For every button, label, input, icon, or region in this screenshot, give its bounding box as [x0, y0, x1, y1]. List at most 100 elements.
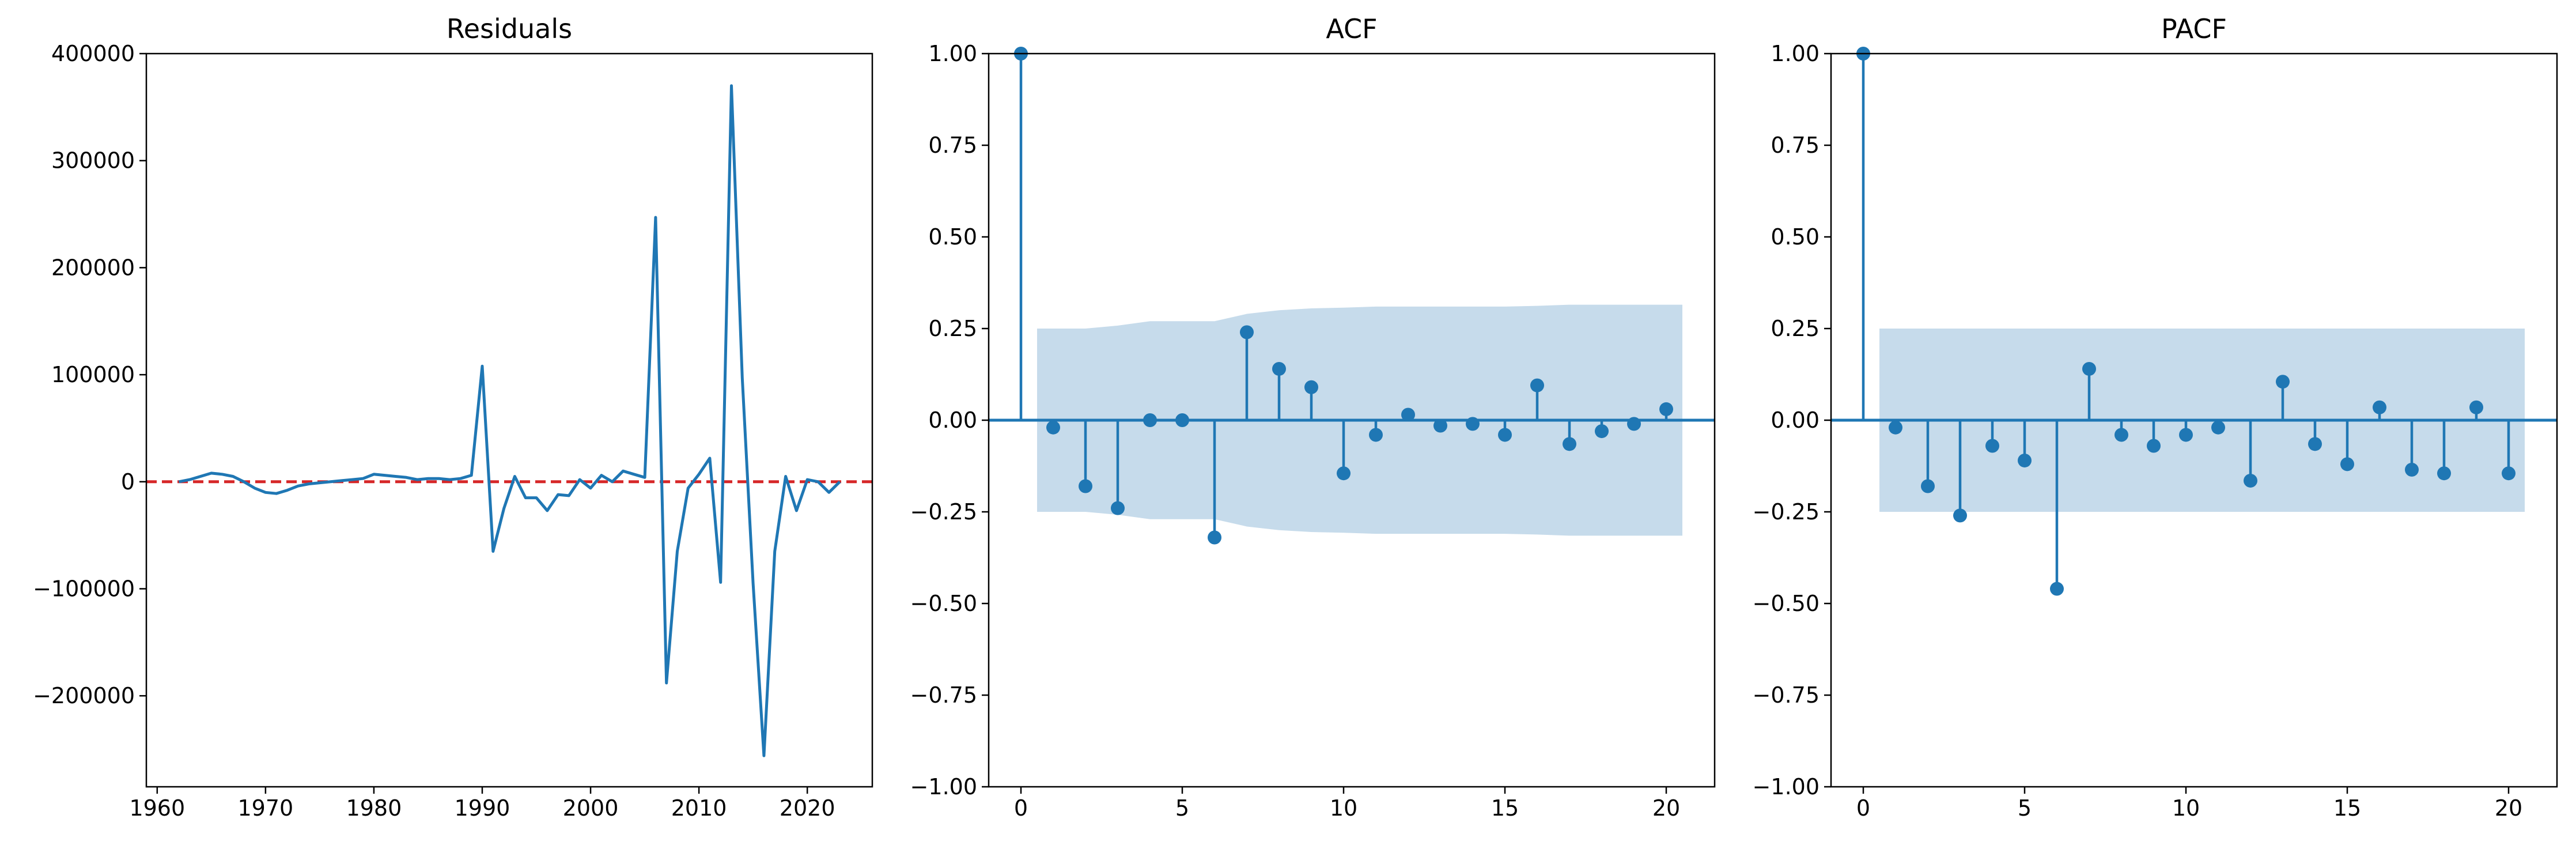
- acf-x-tick-label: 10: [1330, 795, 1357, 821]
- acf-stem-marker: [1272, 361, 1286, 376]
- pacf-stem-marker: [1889, 420, 1902, 435]
- residuals-y-tick-label: −200000: [33, 683, 135, 708]
- pacf-stem-marker: [2147, 439, 2161, 453]
- acf-stem-marker: [1175, 413, 1189, 427]
- acf-x-ticks: 0 5 10 15 20: [1014, 787, 1680, 821]
- pacf-stem-marker: [2469, 400, 2483, 414]
- acf-stem-marker: [1595, 424, 1609, 439]
- acf-y-tick-label: 0.50: [928, 224, 977, 250]
- residuals-y-tick-label: 300000: [51, 148, 135, 173]
- pacf-x-tick-label: 20: [2495, 795, 2522, 821]
- acf-stem-marker: [1659, 402, 1673, 416]
- acf-title: ACF: [1326, 13, 1377, 44]
- residuals-x-tick-label: 2010: [671, 795, 727, 821]
- pacf-stem-marker: [2405, 462, 2419, 477]
- acf-x-tick-label: 5: [1175, 795, 1189, 821]
- acf-stem-marker: [1143, 413, 1157, 427]
- pacf-x-tick-label: 5: [2018, 795, 2032, 821]
- pacf-stem-marker: [2308, 437, 2322, 451]
- residuals-x-tick-label: 2000: [563, 795, 619, 821]
- residuals-y-ticks: −200000 −100000 0 100000 200000 300000 400000: [33, 41, 146, 708]
- pacf-stem-marker: [2211, 420, 2225, 435]
- pacf-stem-marker: [2050, 582, 2064, 596]
- acf-stem-marker: [1466, 417, 1480, 431]
- acf-stem-marker: [1079, 479, 1092, 493]
- residuals-plot-area: [146, 54, 872, 787]
- pacf-y-tick-label: 1.00: [1771, 41, 1820, 66]
- residuals-x-tick-label: 1970: [238, 795, 294, 821]
- acf-panel: 0 5 10 15 20 −1.00 −0.75 −0.50 −0.25 0.00 0.25 0.5…: [910, 13, 1716, 821]
- residuals-x-ticks: 1960 1970 1980 1990 2000 2010 2020: [129, 787, 835, 821]
- acf-stem-marker: [1208, 530, 1221, 545]
- acf-x-tick-label: 20: [1652, 795, 1680, 821]
- acf-y-tick-label: 0.75: [928, 133, 977, 158]
- pacf-stem-marker: [2018, 453, 2032, 467]
- pacf-stem-marker: [1953, 508, 1967, 523]
- acf-marks-layer: [989, 47, 1715, 545]
- pacf-y-tick-label: −0.75: [1753, 682, 1820, 708]
- pacf-stem-marker: [2082, 361, 2096, 376]
- residuals-y-tick-label: 0: [121, 469, 135, 495]
- residuals-marks-layer: [146, 84, 872, 757]
- acf-y-ticks: −1.00 −0.75 −0.50 −0.25 0.00 0.25 0.50 0.75 1.00: [910, 41, 989, 799]
- residuals-y-tick-label: 400000: [51, 41, 135, 66]
- acf-stem-marker: [1304, 380, 1318, 394]
- residuals-x-tick-label: 1980: [346, 795, 402, 821]
- acf-stem-marker: [1563, 437, 1576, 451]
- pacf-marks-layer: [1831, 47, 2557, 596]
- acf-stem-marker: [1530, 378, 1544, 393]
- pacf-stem-marker: [2179, 428, 2193, 442]
- pacf-stem-marker: [2502, 466, 2516, 481]
- residuals-series-line: [178, 84, 841, 757]
- pacf-title: PACF: [2161, 13, 2227, 44]
- acf-x-tick-label: 0: [1014, 795, 1028, 821]
- residuals-x-tick-label: 1990: [455, 795, 510, 821]
- pacf-stem-marker: [2437, 466, 2451, 481]
- acf-stem-marker: [1627, 417, 1641, 431]
- acf-y-tick-label: −0.75: [910, 682, 977, 708]
- pacf-stem-marker: [2340, 457, 2354, 471]
- pacf-stem-marker: [2114, 428, 2128, 442]
- pacf-y-tick-label: 0.75: [1771, 133, 1820, 158]
- pacf-stem-marker: [1921, 479, 1935, 493]
- pacf-x-tick-label: 10: [2172, 795, 2200, 821]
- pacf-y-tick-label: −0.50: [1753, 591, 1820, 616]
- pacf-panel: 0 5 10 15 20 −1.00 −0.75 −0.50 −0.25 0.00 0.25 0.5…: [1753, 13, 2558, 821]
- pacf-stem-marker: [1985, 439, 1999, 453]
- pacf-y-tick-label: 0.00: [1771, 408, 1820, 433]
- residuals-y-tick-label: 200000: [51, 255, 135, 280]
- acf-y-tick-label: −1.00: [910, 774, 977, 799]
- acf-stem-marker: [1401, 408, 1415, 422]
- pacf-stem-marker: [2373, 400, 2386, 414]
- pacf-x-tick-label: 0: [1856, 795, 1870, 821]
- pacf-x-ticks: 0 5 10 15 20: [1856, 787, 2522, 821]
- acf-stem-marker: [1111, 501, 1125, 515]
- acf-stem-marker: [1498, 428, 1512, 442]
- acf-stem-marker: [1369, 428, 1383, 442]
- acf-stem-marker: [1433, 418, 1447, 433]
- acf-x-tick-label: 15: [1491, 795, 1519, 821]
- acf-stem-marker: [1240, 325, 1254, 339]
- residuals-y-tick-label: −100000: [33, 576, 135, 601]
- pacf-stem-marker: [2244, 473, 2257, 488]
- acf-y-tick-label: −0.50: [910, 591, 977, 616]
- pacf-y-tick-label: −0.25: [1753, 499, 1820, 525]
- acf-stem-marker: [1046, 420, 1060, 435]
- residuals-panel: 1960 1970 1980 1990 2000 2010 2020 −200000 −100…: [33, 13, 873, 821]
- acf-stem-marker: [1337, 466, 1351, 481]
- residuals-title: Residuals: [447, 13, 572, 44]
- acf-y-tick-label: 1.00: [928, 41, 977, 66]
- pacf-stem-marker: [2276, 375, 2290, 389]
- acf-y-tick-label: 0.00: [928, 408, 977, 433]
- residuals-axes-frame: [145, 52, 873, 788]
- pacf-x-tick-label: 15: [2333, 795, 2361, 821]
- residuals-x-tick-label: 1960: [129, 795, 185, 821]
- pacf-y-tick-label: −1.00: [1753, 774, 1820, 799]
- pacf-y-ticks: −1.00 −0.75 −0.50 −0.25 0.00 0.25 0.50 0.75 1.00: [1753, 41, 1831, 799]
- residuals-x-tick-label: 2020: [780, 795, 835, 821]
- pacf-y-tick-label: 0.25: [1771, 316, 1820, 341]
- acf-y-tick-label: 0.25: [928, 316, 977, 341]
- pacf-y-tick-label: 0.50: [1771, 224, 1820, 250]
- acf-y-tick-label: −0.25: [910, 499, 977, 525]
